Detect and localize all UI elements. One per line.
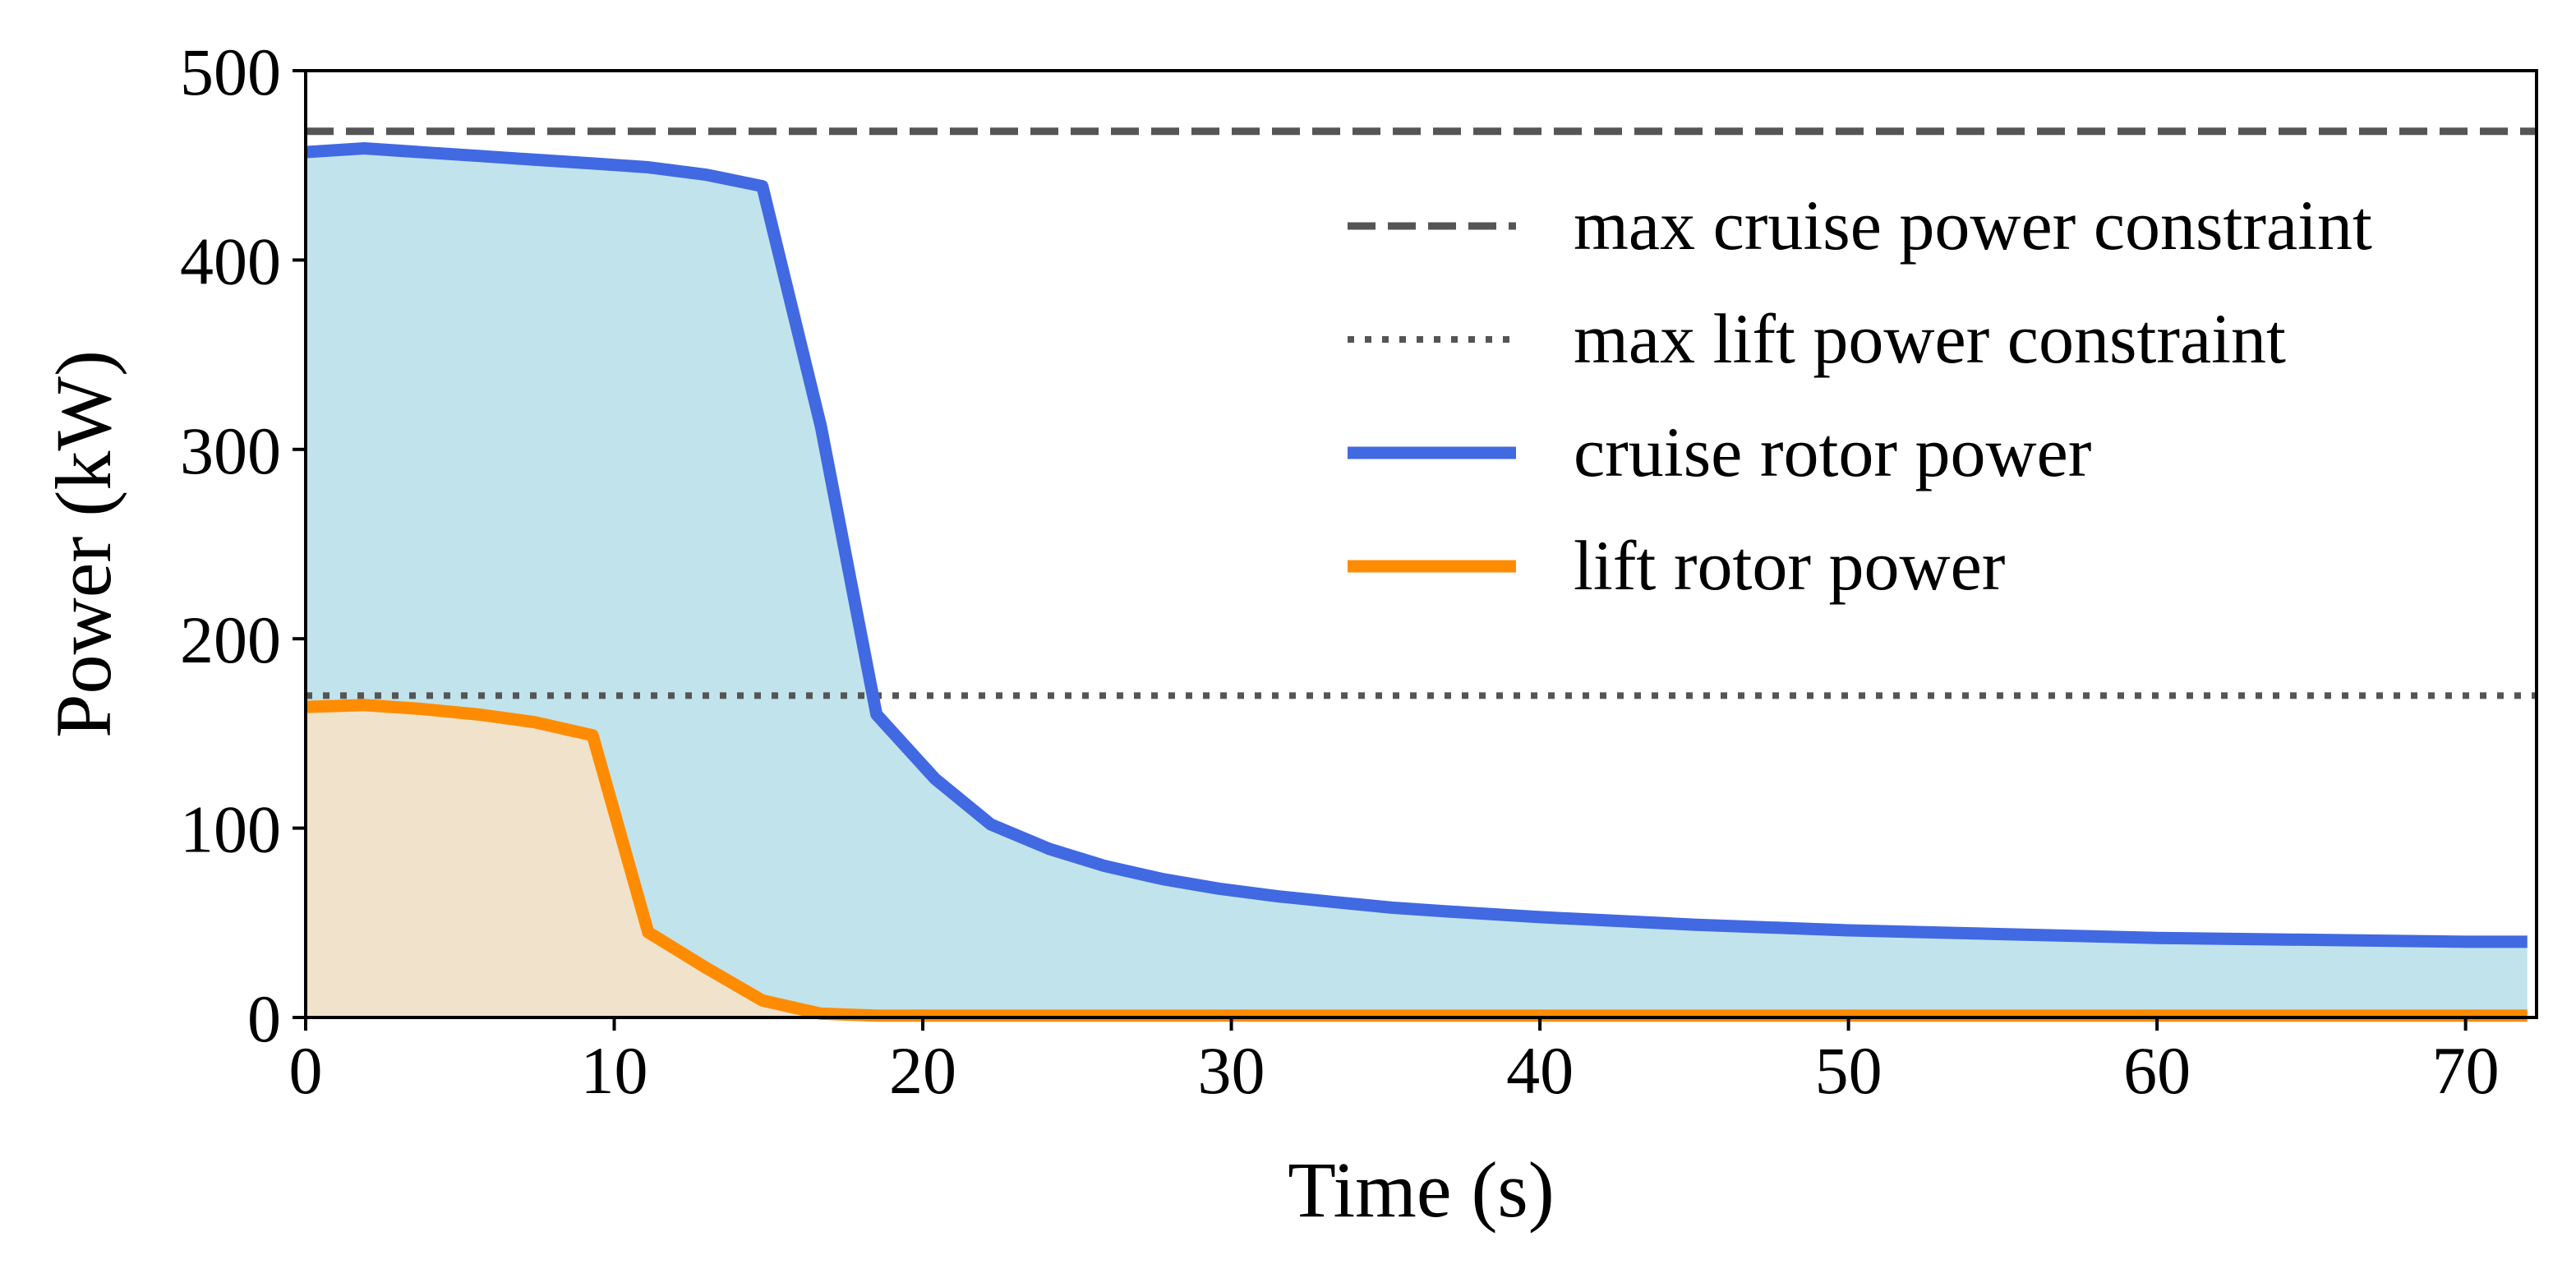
cruise-rotor-power-line xyxy=(305,141,2528,948)
y-tick-label: 500 xyxy=(180,35,281,109)
x-tick-label: 50 xyxy=(1815,1033,1882,1108)
y-tick-label: 200 xyxy=(180,602,281,677)
x-tick-label: 20 xyxy=(889,1033,956,1108)
x-tick-label: 60 xyxy=(2123,1033,2191,1108)
x-tick-label: 70 xyxy=(2432,1033,2500,1108)
y-tick-label: 400 xyxy=(180,224,281,298)
x-tick-label: 10 xyxy=(581,1033,648,1108)
lift-rotor-power-fill xyxy=(306,704,2528,1017)
x-tick-label: 30 xyxy=(1198,1033,1265,1108)
series-lines xyxy=(305,141,2528,1022)
x-tick-label: 40 xyxy=(1506,1033,1574,1108)
lift-rotor-power-line xyxy=(305,699,2528,1022)
y-tick-label: 0 xyxy=(247,981,281,1056)
x-axis-ticks: 0 10 20 30 40 50 60 70 xyxy=(289,1017,2500,1108)
y-axis-ticks: 0 100 200 300 400 500 xyxy=(180,35,306,1056)
constraint-lines xyxy=(306,127,2537,699)
legend-label-lift-rotor-power: lift rotor power xyxy=(1574,526,2005,605)
x-tick-label: 0 xyxy=(289,1033,323,1108)
fill-areas xyxy=(306,148,2528,1018)
legend-label-cruise-rotor-power: cruise rotor power xyxy=(1574,413,2091,491)
y-axis-label: Power (kW) xyxy=(39,350,127,738)
y-tick-label: 300 xyxy=(180,413,281,488)
legend-label-max-cruise-power-constraint: max cruise power constraint xyxy=(1574,186,2372,265)
legend: max cruise power constraint max lift powe… xyxy=(1348,186,2372,605)
plot-frame xyxy=(304,69,2538,1019)
legend-label-max-lift-power-constraint: max lift power constraint xyxy=(1574,299,2286,378)
x-axis-label: Time (s) xyxy=(1288,1146,1555,1234)
y-tick-label: 100 xyxy=(180,792,281,867)
cruise-rotor-power-fill xyxy=(306,148,2528,1018)
